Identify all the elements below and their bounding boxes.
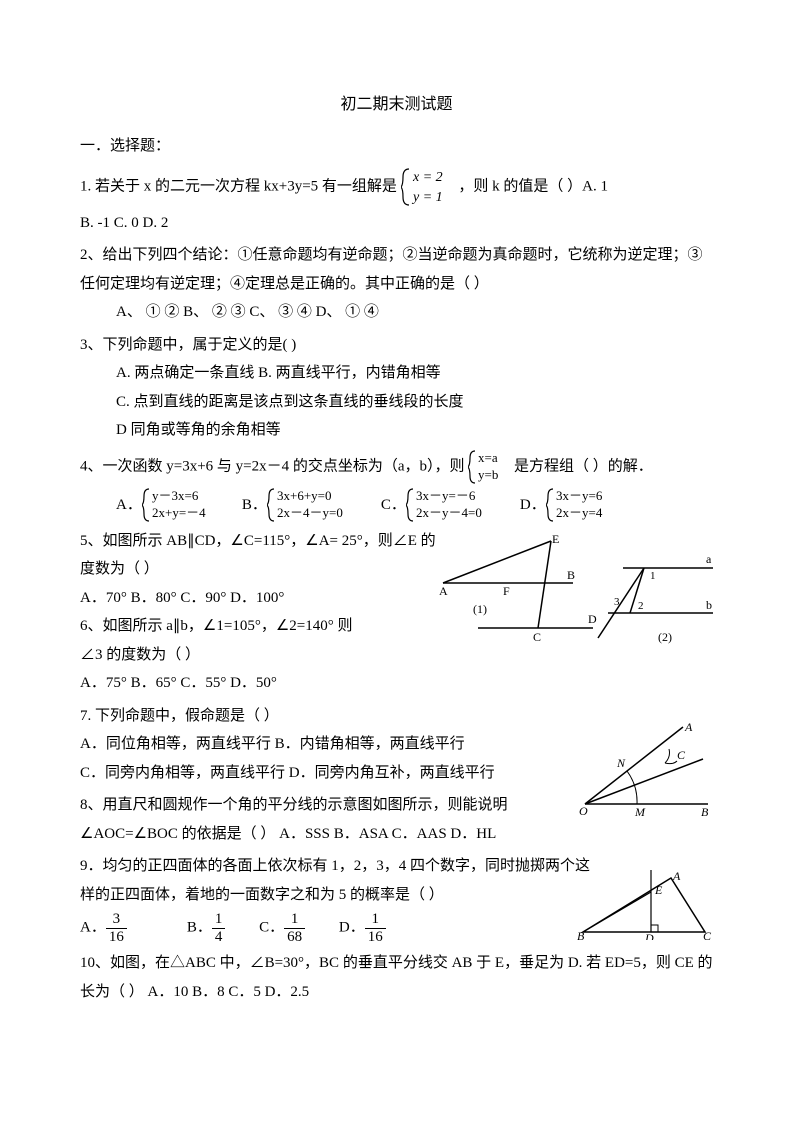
q4-sys-bot: y=b [478,467,498,482]
q8-stem: 8、用直尺和圆规作一个角的平分线的示意图如图所示，则能说明 [80,791,560,820]
svg-text:2: 2 [638,600,644,612]
svg-text:3x－y=6: 3x－y=6 [556,488,603,503]
svg-text:A: A [439,584,448,598]
q4-sys-top: x=a [478,450,498,465]
svg-text:3: 3 [614,596,620,608]
svg-text:E: E [552,533,559,546]
q5-stem: 5、如图所示 AB∥CD，∠C=115°，∠A= 25°，则∠E 的度数为（ ） [80,527,450,584]
figure-10: B C A D E [573,870,713,940]
question-9: 9．均匀的正四面体的各面上依次标有 1，2，3，4 四个数字，同时抛掷两个这样的… [80,852,713,945]
question-5-6-block: 5、如图所示 AB∥CD，∠C=115°，∠A= 25°，则∠E 的度数为（ ）… [80,527,713,698]
q4-stem-a: 4、一次函数 y=3x+6 与 y=2x－4 的交点坐标为（a，b），则 [80,458,465,474]
q8-stem2: ∠AOC=∠BOC 的依据是（ ） A．SSS B．ASA C．AAS D．HL [80,820,713,849]
q6-options: A．75° B．65° C．55° D．50° [80,669,450,698]
svg-text:2x－y=4: 2x－y=4 [556,505,603,520]
svg-text:B: B [701,805,709,819]
q1-sys-bot: y = 1 [411,190,443,205]
svg-text:(1): (1) [473,602,487,616]
question-10: 10、如图，在△ABC 中，∠B=30°，BC 的垂直平分线交 AB 于 E，垂… [80,949,713,1006]
brace-icon: x=a y=b [468,449,510,485]
q1-stem-b: ，则 k 的值是（ ）A. 1 [458,178,608,194]
q4-stem-b: 是方程组（ ）的解． [514,458,653,474]
svg-text:2x+y=－4: 2x+y=－4 [152,505,206,520]
q5-options: A．70° B．80° C．90° D．100° [80,584,450,613]
question-1: 1. 若关于 x 的二元一次方程 kx+3y=5 有一组解是 x = 2 y =… [80,167,713,238]
svg-text:O: O [579,804,588,818]
svg-text:D: D [644,931,654,940]
q9-stem: 9．均匀的正四面体的各面上依次标有 1，2，3，4 四个数字，同时抛掷两个这样的… [80,852,600,909]
question-4: 4、一次函数 y=3x+6 与 y=2x－4 的交点坐标为（a，b），则 x=a… [80,449,713,523]
q7-opt-a: A．同位角相等，两直线平行 B．内错角相等，两直线平行 [80,730,560,759]
q7-opt-c: C．同旁内角相等，两直线平行 D．同旁内角互补，两直线平行 [80,759,560,788]
q1-sys-top: x = 2 [412,170,443,185]
svg-text:1: 1 [650,570,656,582]
svg-text:3x－y=－6: 3x－y=－6 [416,488,476,503]
q7-stem: 7. 下列命题中，假命题是（ ） [80,702,560,731]
q3-opt-d: D 同角或等角的余角相等 [80,416,713,445]
figure-8: O M B A N C [573,719,713,819]
figure-5-6: A B E C D F (1) a b 1 2 3 (2) [433,533,713,648]
q6-stem2: ∠3 的度数为（ ） [80,641,450,670]
q4-options: A． y－3x=6 2x+y=－4 B． 3x+6+y=0 2x－4－y=0 C… [80,487,713,523]
svg-text:(2): (2) [658,630,672,644]
svg-text:b: b [706,598,712,612]
svg-text:E: E [654,883,663,897]
svg-text:N: N [616,756,626,770]
q10-stem: 10、如图，在△ABC 中，∠B=30°，BC 的垂直平分线交 AB 于 E，垂… [80,949,713,1006]
brace-icon: x = 2 y = 1 [401,167,455,207]
svg-text:M: M [634,805,646,819]
svg-text:2x－y－4=0: 2x－y－4=0 [416,505,482,520]
question-2: 2、给出下列四个结论：①任意命题均有逆命题；②当逆命题为真命题时，它统称为逆定理… [80,241,713,327]
question-8: 8、用直尺和圆规作一个角的平分线的示意图如图所示，则能说明 ∠AOC=∠BOC … [80,791,713,848]
q2-stem: 2、给出下列四个结论：①任意命题均有逆命题；②当逆命题为真命题时，它统称为逆定理… [80,241,713,298]
svg-text:C: C [703,929,712,940]
svg-text:B: B [577,929,585,940]
svg-text:F: F [503,584,510,598]
svg-text:A: A [684,720,693,734]
q1-options: B. -1 C. 0 D. 2 [80,209,713,238]
svg-text:2x－4－y=0: 2x－4－y=0 [277,505,343,520]
svg-text:B: B [567,568,575,582]
svg-text:D: D [588,612,597,626]
svg-text:C: C [533,630,541,644]
svg-text:3x+6+y=0: 3x+6+y=0 [277,488,332,503]
page: 初二期末测试题 一．选择题： 1. 若关于 x 的二元一次方程 kx+3y=5 … [0,0,793,1050]
q2-options: A、 ① ② B、 ② ③ C、 ③ ④ D、 ① ④ [80,298,713,327]
page-title: 初二期末测试题 [80,90,713,120]
svg-text:y－3x=6: y－3x=6 [152,488,199,503]
q3-stem: 3、下列命题中，属于定义的是( ) [80,331,713,360]
section-heading: 一．选择题： [80,132,713,161]
svg-text:a: a [706,552,712,566]
q1-stem-a: 1. 若关于 x 的二元一次方程 kx+3y=5 有一组解是 [80,178,397,194]
question-3: 3、下列命题中，属于定义的是( ) A. 两点确定一条直线 B. 两直线平行，内… [80,331,713,445]
svg-text:A: A [672,870,681,883]
svg-text:C: C [677,748,686,762]
q3-opt-a: A. 两点确定一条直线 B. 两直线平行，内错角相等 [80,359,713,388]
q6-stem: 6、如图所示 a∥b，∠1=105°，∠2=140° 则 [80,612,450,641]
q3-opt-c: C. 点到直线的距离是该点到这条直线的垂线段的长度 [80,388,713,417]
